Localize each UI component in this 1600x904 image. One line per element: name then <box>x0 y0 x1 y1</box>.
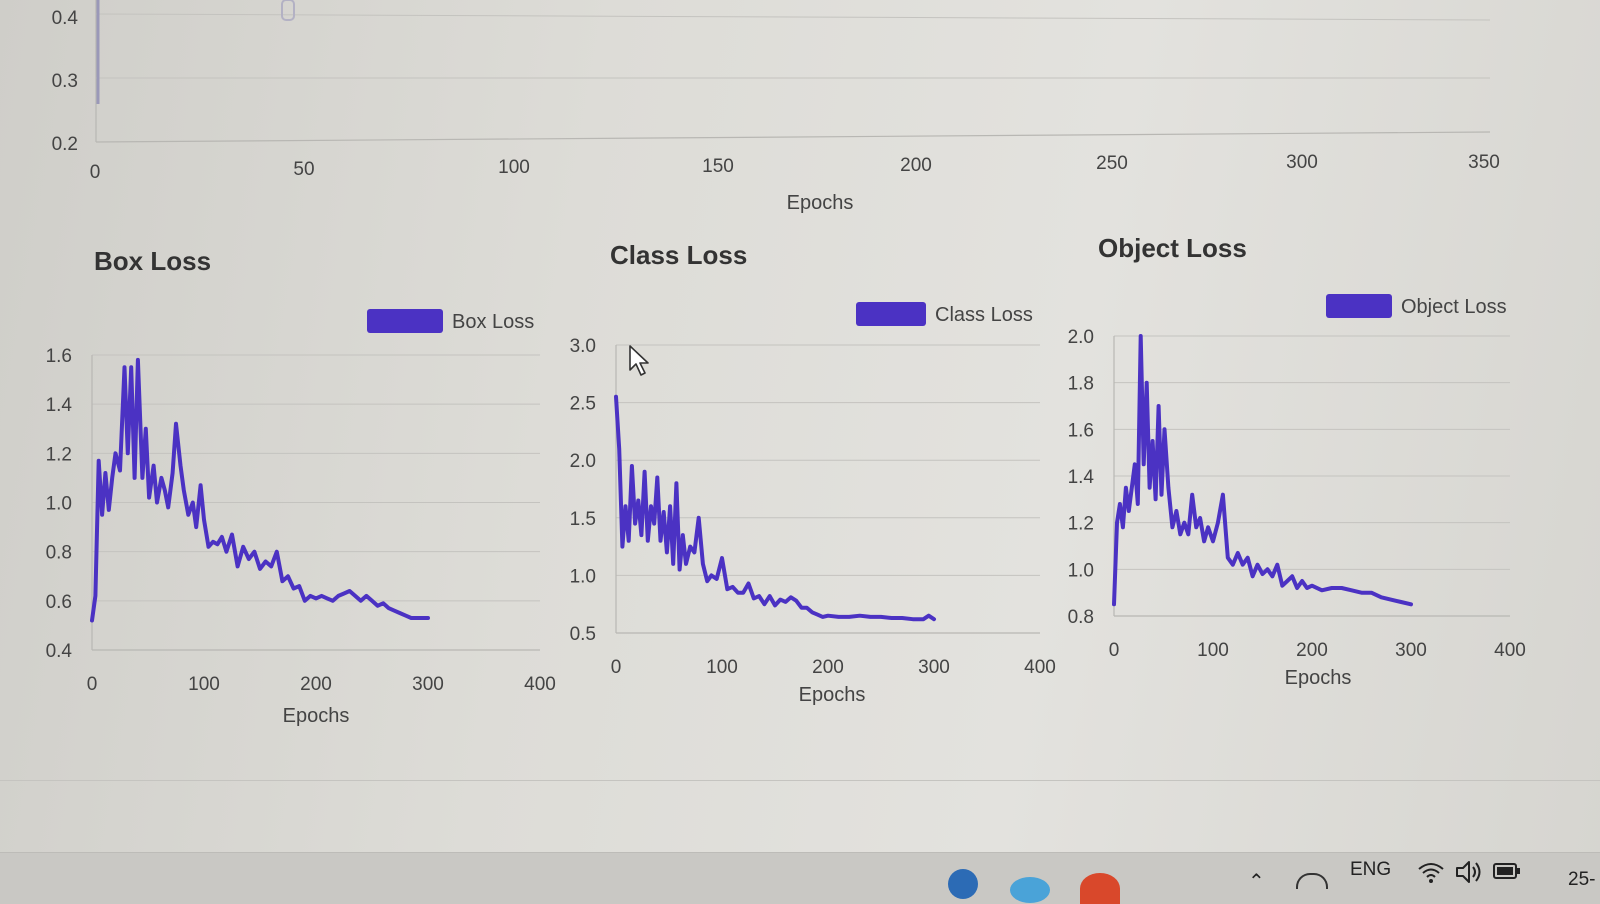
clock-text[interactable]: 25- <box>1568 869 1596 890</box>
chevron-up-icon[interactable]: ⌃ <box>1248 871 1265 893</box>
y-tick-label: 0.4 <box>46 641 73 662</box>
x-tick-label: 100 <box>188 674 220 695</box>
y-tick-label: 0.6 <box>46 592 72 613</box>
y-tick-label: 1.2 <box>46 444 72 465</box>
top-chart-x-tick: 200 <box>900 155 932 176</box>
top-chart-x-tick: 350 <box>1468 152 1500 173</box>
legend-label[interactable]: Box Loss <box>452 311 534 333</box>
chart-title: Box Loss <box>94 246 211 276</box>
top-chart-y-tick: 0.3 <box>52 71 78 92</box>
x-tick-label: 200 <box>1296 640 1328 661</box>
top-chart-x-title: Epochs <box>787 192 854 214</box>
legend-swatch[interactable] <box>856 302 926 326</box>
top-chart-gridline <box>95 13 1491 21</box>
series-line <box>1112 334 1413 607</box>
x-tick-label: 0 <box>87 674 98 695</box>
legend-label[interactable]: Object Loss <box>1401 296 1507 318</box>
taskbar-app-icon[interactable] <box>1010 877 1050 903</box>
x-tick-label: 300 <box>918 657 950 678</box>
x-tick-label: 400 <box>1024 657 1056 678</box>
x-tick-label: 0 <box>611 657 622 678</box>
legend-swatch[interactable] <box>367 309 443 333</box>
taskbar-app-icon[interactable] <box>1080 873 1120 904</box>
y-tick-label: 3.0 <box>570 336 596 357</box>
y-tick-label: 2.0 <box>1068 327 1094 348</box>
top-chart-y-tick: 0.4 <box>52 8 79 29</box>
y-tick-label: 1.6 <box>46 346 72 367</box>
x-tick-label: 100 <box>1197 640 1229 661</box>
top-chart-x-tick: 150 <box>702 156 734 177</box>
series-line <box>614 394 936 622</box>
x-tick-label: 300 <box>412 674 444 695</box>
x-axis-title: Epochs <box>799 684 866 706</box>
x-tick-label: 400 <box>1494 640 1526 661</box>
x-axis-title: Epochs <box>1285 667 1352 689</box>
y-tick-label: 0.8 <box>46 543 72 564</box>
legend-swatch[interactable] <box>1326 294 1392 318</box>
top-chart-x-tick: 50 <box>293 159 314 180</box>
x-tick-label: 200 <box>812 657 844 678</box>
top-chart-y-tick: 0.2 <box>52 134 78 155</box>
y-tick-label: 1.6 <box>1068 420 1094 441</box>
object-loss-chart: Object Loss Object Loss 2.0 1.8 1.6 1.4 1.2 1.0… <box>1068 233 1526 689</box>
y-tick-label: 1.5 <box>570 509 596 530</box>
class-loss-chart: Class Loss Class Loss 3.0 2.5 2.0 1.5 1.0 0.5 0 1… <box>570 240 1056 706</box>
series-line <box>90 357 430 623</box>
top-chart-x-tick: 300 <box>1286 152 1318 173</box>
x-axis-title: Epochs <box>283 705 350 727</box>
x-tick-label: 100 <box>706 657 738 678</box>
x-tick-label: 0 <box>1109 640 1120 661</box>
y-tick-label: 1.4 <box>46 395 73 416</box>
x-tick-label: 300 <box>1395 640 1427 661</box>
onedrive-icon[interactable] <box>1296 873 1328 889</box>
top-chart-x-tick: 250 <box>1096 153 1128 174</box>
y-tick-label: 1.2 <box>1068 514 1094 535</box>
y-tick-label: 1.0 <box>46 494 72 515</box>
language-indicator[interactable]: ENG <box>1350 859 1392 880</box>
legend-label[interactable]: Class Loss <box>935 304 1033 326</box>
battery-icon[interactable] <box>1492 861 1522 883</box>
y-tick-label: 2.5 <box>570 394 596 415</box>
y-tick-label: 1.8 <box>1068 374 1094 395</box>
page-divider <box>0 780 1600 781</box>
x-tick-label: 200 <box>300 674 332 695</box>
top-chart-marker-fragment <box>281 0 295 21</box>
top-chart-x-axis <box>95 131 1491 143</box>
x-tick-label: 400 <box>524 674 556 695</box>
y-tick-label: 1.4 <box>1068 467 1095 488</box>
chart-title: Class Loss <box>610 240 747 270</box>
volume-icon[interactable] <box>1454 859 1484 885</box>
chart-title: Object Loss <box>1098 233 1247 263</box>
taskbar-app-icon[interactable] <box>948 869 978 899</box>
box-loss-chart: Box Loss Box Loss 1.6 1.4 1.2 1.0 0.8 0.6 0.4 0 10… <box>46 246 556 727</box>
wifi-icon[interactable] <box>1416 859 1446 885</box>
y-tick-label: 0.8 <box>1068 607 1094 628</box>
top-chart-x-tick: 100 <box>498 157 530 178</box>
taskbar: ⌃ ENG 25- <box>0 852 1600 904</box>
mouse-cursor-icon <box>629 345 649 376</box>
top-chart: 0.4 0.3 0.2 0 50 100 150 200 250 300 350 Epochs <box>52 0 1500 214</box>
y-tick-label: 2.0 <box>570 451 596 472</box>
y-tick-label: 0.5 <box>570 624 596 645</box>
y-tick-label: 1.0 <box>1068 560 1094 581</box>
top-chart-x-tick: 0 <box>90 162 101 183</box>
y-tick-label: 1.0 <box>570 566 596 587</box>
